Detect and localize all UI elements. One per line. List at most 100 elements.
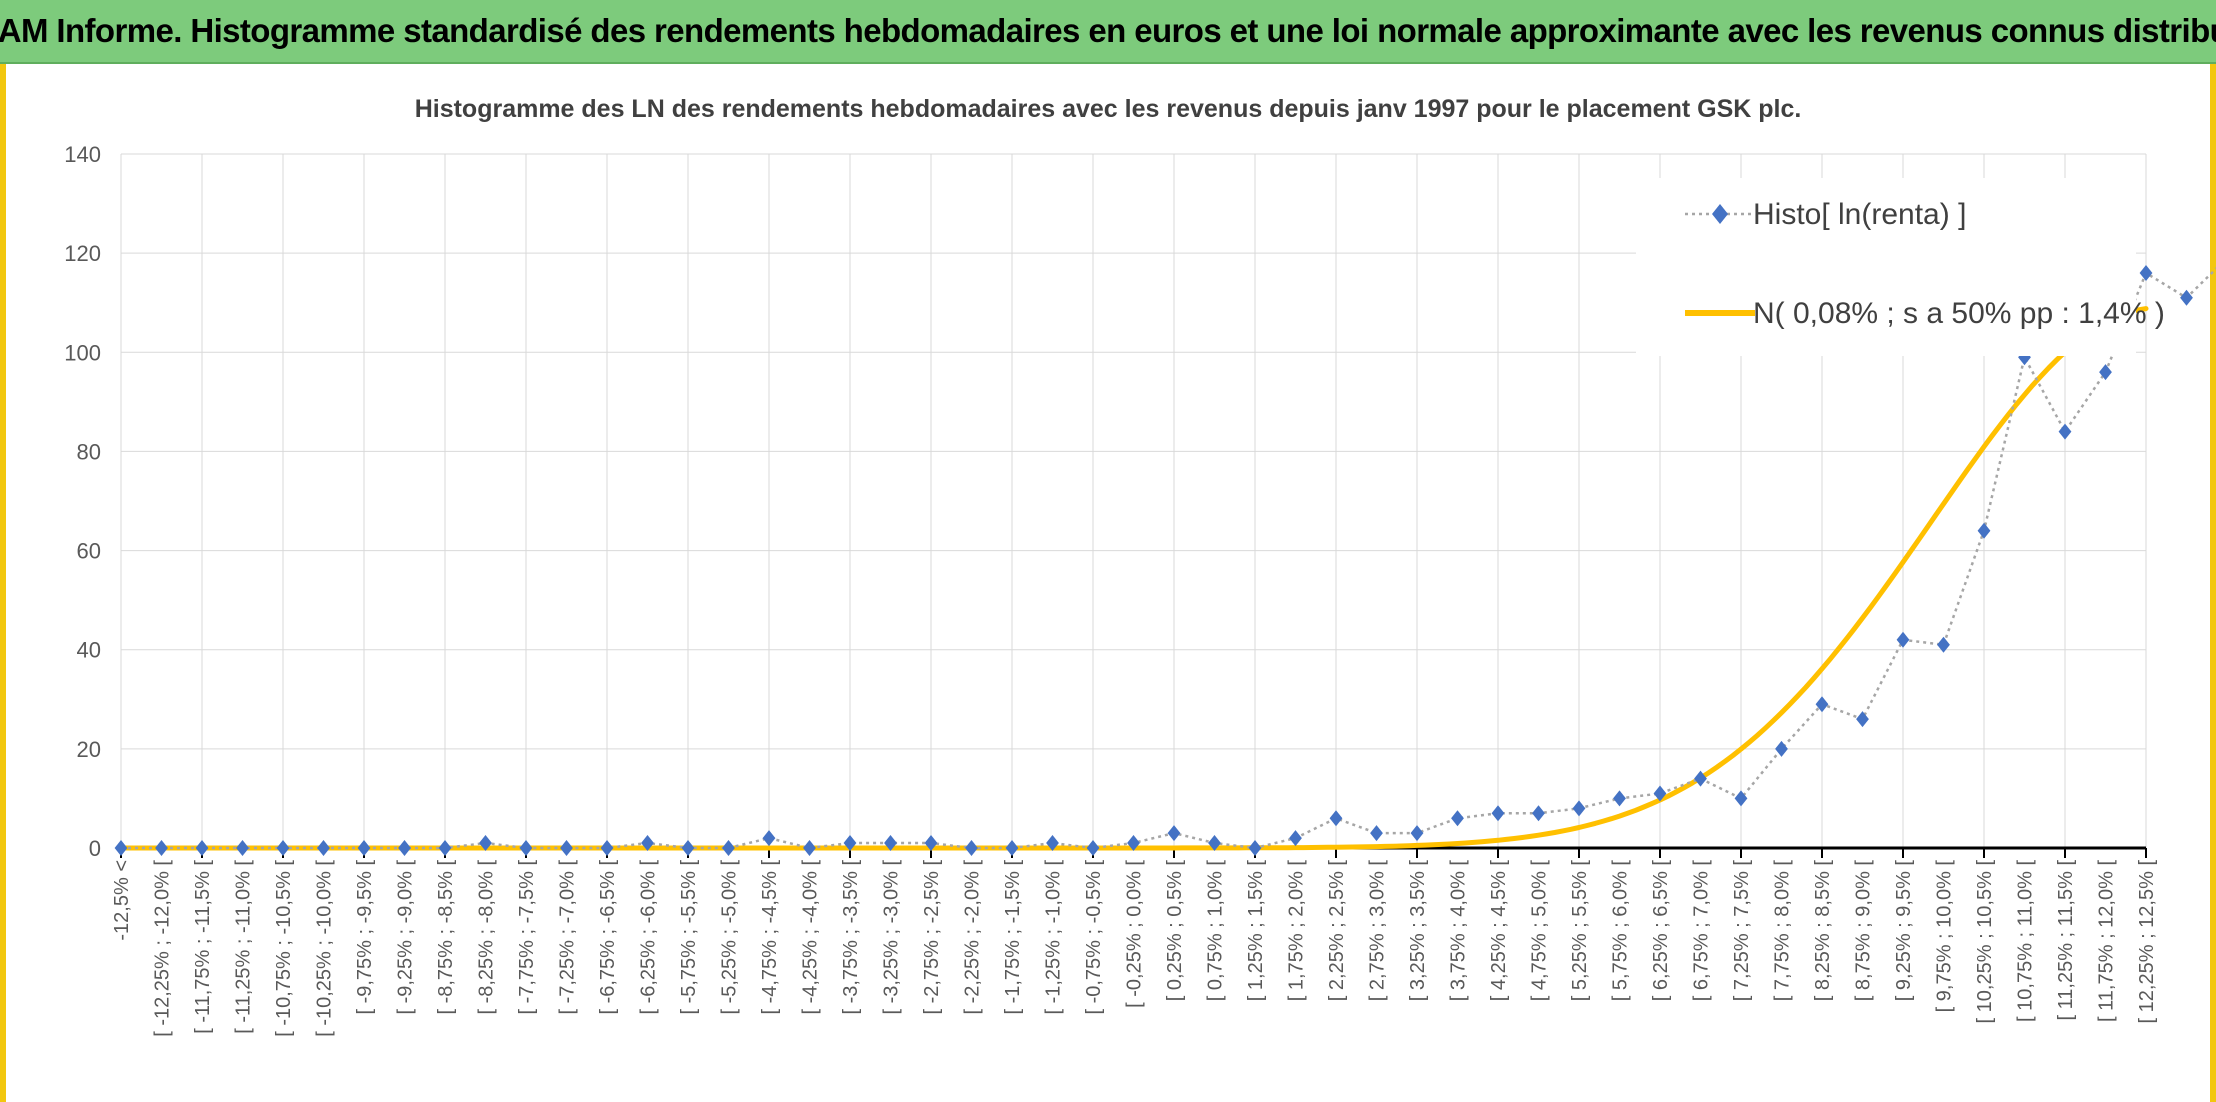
x-tick-label: [ 5,25% ; 5,5% [ xyxy=(1569,860,1591,1002)
histogram-point xyxy=(519,840,533,856)
histogram-point xyxy=(1370,825,1383,842)
x-tick-label: [ -7,75% ; -7,5% [ xyxy=(516,860,538,1015)
x-tick-label: [ 4,25% ; 4,5% [ xyxy=(1488,860,1510,1002)
x-tick-label: [ 7,25% ; 7,5% [ xyxy=(1731,860,1753,1002)
histogram-point xyxy=(1653,785,1667,802)
histogram-point xyxy=(1410,825,1424,842)
chart-title: Histogramme des LN des rendements hebdom… xyxy=(415,95,1802,123)
histogram-point xyxy=(155,840,168,856)
legend-histo-label: Histo[ ln(renta) ] xyxy=(1753,198,1966,231)
histogram-point xyxy=(276,840,290,856)
x-tick-label: [ -4,25% ; -4,0% [ xyxy=(800,860,822,1015)
x-tick-label: [ 0,75% ; 1,0% [ xyxy=(1205,860,1227,1002)
histogram-point xyxy=(1289,830,1302,847)
histogram-point xyxy=(762,830,776,847)
x-tick-label: [ 10,25% ; 10,5% [ xyxy=(1974,860,1996,1024)
normal-curve-line xyxy=(118,306,2149,851)
histogram-point xyxy=(884,835,897,852)
histogram-point xyxy=(114,840,128,856)
histogram-point xyxy=(317,840,330,856)
histogram-point xyxy=(398,840,411,856)
x-tick-label: -12,5% < xyxy=(111,860,133,941)
y-tick-label: 120 xyxy=(64,241,101,266)
x-tick-label: [ 10,75% ; 11,0% [ xyxy=(2015,860,2037,1022)
y-tick-label: 20 xyxy=(77,737,101,762)
x-tick-label: [ -7,25% ; -7,0% [ xyxy=(557,860,579,1015)
histogram-point xyxy=(1734,790,1748,807)
histogram-point xyxy=(1572,800,1586,817)
x-tick-label: [ 1,25% ; 1,5% [ xyxy=(1245,860,1267,1002)
histogram-point xyxy=(1248,840,1262,856)
histogram-point xyxy=(1086,840,1100,856)
x-tick-label: [ 6,75% ; 7,0% [ xyxy=(1691,860,1713,1002)
histogram-point xyxy=(722,840,735,856)
legend-normal-label: N( 0,08% ; s a 50% pp : 1,4% ) xyxy=(1753,297,2165,330)
chart-gridlines xyxy=(120,153,2147,848)
x-tick-label: [ 9,75% ; 10,0% [ xyxy=(1934,860,1956,1013)
x-tick-label: [ -11,75% ; -11,5% [ xyxy=(192,860,214,1034)
histogram-point xyxy=(1046,835,1059,852)
x-tick-label: [ -4,75% ; -4,5% [ xyxy=(759,860,781,1015)
x-tick-label: [ -1,75% ; -1,5% [ xyxy=(1002,860,1024,1015)
histogram-point xyxy=(2058,423,2072,440)
x-tick-label: [ 2,25% ; 2,5% [ xyxy=(1326,860,1348,1002)
histogram-point xyxy=(1532,805,1545,822)
x-tick-label: [ -8,75% ; -8,5% [ xyxy=(435,860,457,1015)
histogram-point xyxy=(195,840,209,856)
histogram-point xyxy=(1208,835,1221,852)
x-tick-label: [ 11,75% ; 12,0% [ xyxy=(2096,860,2118,1022)
x-tick-label: [ 3,25% ; 3,5% [ xyxy=(1407,860,1429,1002)
y-tick-label: 100 xyxy=(64,340,101,365)
x-tick-label: [ -9,75% ; -9,5% [ xyxy=(354,860,376,1015)
histogram-point xyxy=(1775,740,1788,757)
x-tick-label: [ -10,25% ; -10,0% [ xyxy=(314,860,336,1037)
x-tick-label: [ -9,25% ; -9,0% [ xyxy=(395,860,417,1015)
x-tick-label: [ 8,75% ; 9,0% [ xyxy=(1853,860,1875,1002)
report-title: ADAM Informe. Histogramme standardisé de… xyxy=(0,12,2216,49)
x-tick-label: [ -6,25% ; -6,0% [ xyxy=(638,860,660,1015)
x-tick-label: [ -3,25% ; -3,0% [ xyxy=(881,860,903,1015)
x-tick-label: [ -6,75% ; -6,5% [ xyxy=(597,860,619,1015)
x-tick-label: [ -0,75% ; -0,5% [ xyxy=(1083,860,1105,1015)
histogram-point xyxy=(1815,696,1829,713)
y-tick-label: 80 xyxy=(77,439,101,464)
histogram-point xyxy=(1127,835,1140,852)
x-tick-label: [ 11,25% ; 11,5% [ xyxy=(2055,860,2077,1021)
histogram-point xyxy=(1005,840,1019,856)
report-banner: ADAM Informe. Histogramme standardisé de… xyxy=(0,0,2216,64)
histogram-series-layer xyxy=(114,264,2216,856)
x-tick-label: [ 6,25% ; 6,5% [ xyxy=(1650,860,1672,1002)
x-tick-label: [ -5,75% ; -5,5% [ xyxy=(678,860,700,1015)
histogram-point xyxy=(600,840,614,856)
histogram-point xyxy=(1451,810,1464,827)
x-tick-label: [ 4,75% ; 5,0% [ xyxy=(1529,860,1551,1002)
x-tick-label: [ 3,75% ; 4,0% [ xyxy=(1448,860,1470,1002)
x-tick-label: [ 1,75% ; 2,0% [ xyxy=(1286,860,1308,1002)
histogram-point xyxy=(1856,711,1869,728)
x-tick-label: [ -2,75% ; -2,5% [ xyxy=(921,860,943,1015)
histogram-point xyxy=(357,840,371,856)
x-tick-label: [ -11,25% ; -11,0% [ xyxy=(233,860,255,1034)
x-tick-label: [ 7,75% ; 8,0% [ xyxy=(1772,860,1794,1002)
histogram-point xyxy=(965,840,978,856)
histogram-point xyxy=(681,840,695,856)
x-tick-label: [ 8,25% ; 8,5% [ xyxy=(1812,860,1834,1002)
histogram-point xyxy=(1613,790,1626,807)
histogram-point xyxy=(1896,631,1910,648)
x-tick-label: [ 9,25% ; 9,5% [ xyxy=(1893,860,1915,1002)
x-tick-label: [ -1,25% ; -1,0% [ xyxy=(1043,860,1065,1015)
x-tick-label: [ -8,25% ; -8,0% [ xyxy=(476,860,498,1015)
x-tick-label: [ -5,25% ; -5,0% [ xyxy=(719,860,741,1015)
x-tick-label: [ 2,75% ; 3,0% [ xyxy=(1367,860,1389,1002)
histogram-point xyxy=(2139,264,2153,281)
histogram-point xyxy=(236,840,249,856)
y-tick-label: 0 xyxy=(89,836,101,861)
histogram-point xyxy=(2180,289,2193,306)
histogram-point xyxy=(843,835,857,852)
y-tick-label: 60 xyxy=(77,539,101,564)
x-tick-label: [ -0,25% ; 0,0% [ xyxy=(1124,860,1146,1008)
y-tick-label: 140 xyxy=(64,142,101,167)
normal-curve-layer xyxy=(118,306,2149,851)
x-tick-label: [ 5,75% ; 6,0% [ xyxy=(1610,860,1632,1002)
